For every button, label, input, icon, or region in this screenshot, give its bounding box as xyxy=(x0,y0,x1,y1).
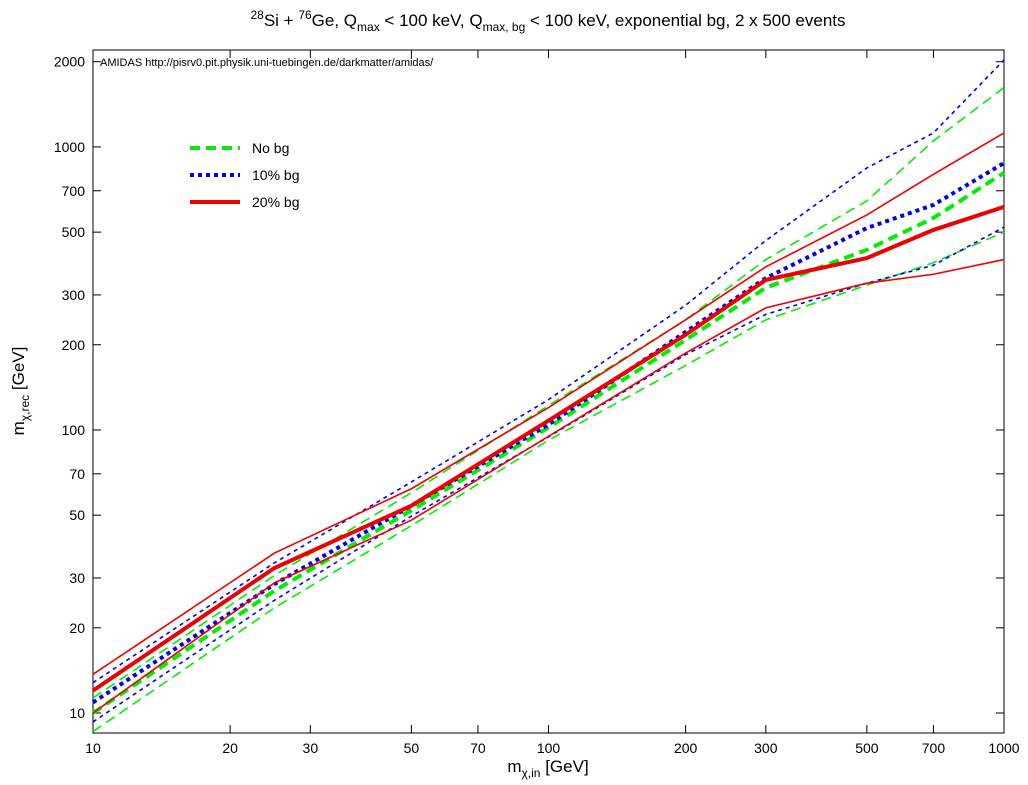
x-axis-label: mχ,in [GeV] xyxy=(507,757,588,780)
y-tick-label: 70 xyxy=(69,466,85,482)
bound-line xyxy=(92,86,1005,699)
text-run: < 100 keV, Q xyxy=(380,11,483,30)
x-tick-label: 20 xyxy=(222,740,238,756)
y-tick-label: 2000 xyxy=(54,54,85,70)
text-run: χ,rec xyxy=(18,395,32,421)
y-tick-label: 100 xyxy=(62,422,86,438)
text-run: Si + xyxy=(264,11,299,30)
text-run: < 100 keV, exponential bg, 2 x 500 event… xyxy=(525,11,845,30)
x-tick-label: 700 xyxy=(922,740,946,756)
bound-line xyxy=(92,231,1005,733)
x-tick-label: 100 xyxy=(537,740,561,756)
bound-line xyxy=(92,258,1005,714)
text-run: [GeV] xyxy=(9,347,28,395)
median-line xyxy=(91,161,1006,705)
y-tick-label: 1000 xyxy=(54,139,85,155)
y-tick-label: 700 xyxy=(62,183,86,199)
legend-label: No bg xyxy=(252,140,289,156)
x-tick-label: 10 xyxy=(85,740,101,756)
x-tick-label: 500 xyxy=(855,740,879,756)
annotation: AMIDAS http://pisrv0.pit.physik.uni-tueb… xyxy=(100,57,434,69)
text-run: max xyxy=(357,20,380,34)
text-run: 28 xyxy=(250,8,264,22)
y-tick-label: 300 xyxy=(62,287,86,303)
text-run: max, bg xyxy=(483,20,526,34)
x-tick-label: 200 xyxy=(674,740,698,756)
legend-label: 20% bg xyxy=(252,194,299,210)
bound-line xyxy=(92,132,1005,675)
y-tick-label: 50 xyxy=(69,507,85,523)
y-tick-label: 20 xyxy=(69,620,85,636)
plot-frame xyxy=(92,49,1005,734)
bound-line xyxy=(92,59,1005,684)
x-tick-label: 70 xyxy=(470,740,486,756)
legend-label: 10% bg xyxy=(252,167,299,183)
text-run: χ,in xyxy=(522,766,541,780)
x-tick-label: 300 xyxy=(754,740,778,756)
x-tick-label: 50 xyxy=(404,740,420,756)
x-tick-label: 1000 xyxy=(988,740,1019,756)
text-run: m xyxy=(9,421,28,435)
y-axis-label: mχ,rec [GeV] xyxy=(9,347,32,436)
bound-line xyxy=(92,226,1005,723)
y-tick-label: 200 xyxy=(62,337,86,353)
x-tick-label: 30 xyxy=(303,740,319,756)
chart-title: 28Si + 76Ge, Qmax < 100 keV, Qmax, bg < … xyxy=(250,8,845,34)
median-line xyxy=(91,204,1005,693)
text-run: [GeV] xyxy=(540,757,588,776)
text-run: 76 xyxy=(298,8,312,22)
text-run: Ge, Q xyxy=(312,11,357,30)
median-line xyxy=(91,171,1006,715)
y-tick-label: 500 xyxy=(62,224,86,240)
y-tick-label: 30 xyxy=(69,570,85,586)
y-tick-label: 10 xyxy=(69,705,85,721)
text-run: m xyxy=(507,757,521,776)
